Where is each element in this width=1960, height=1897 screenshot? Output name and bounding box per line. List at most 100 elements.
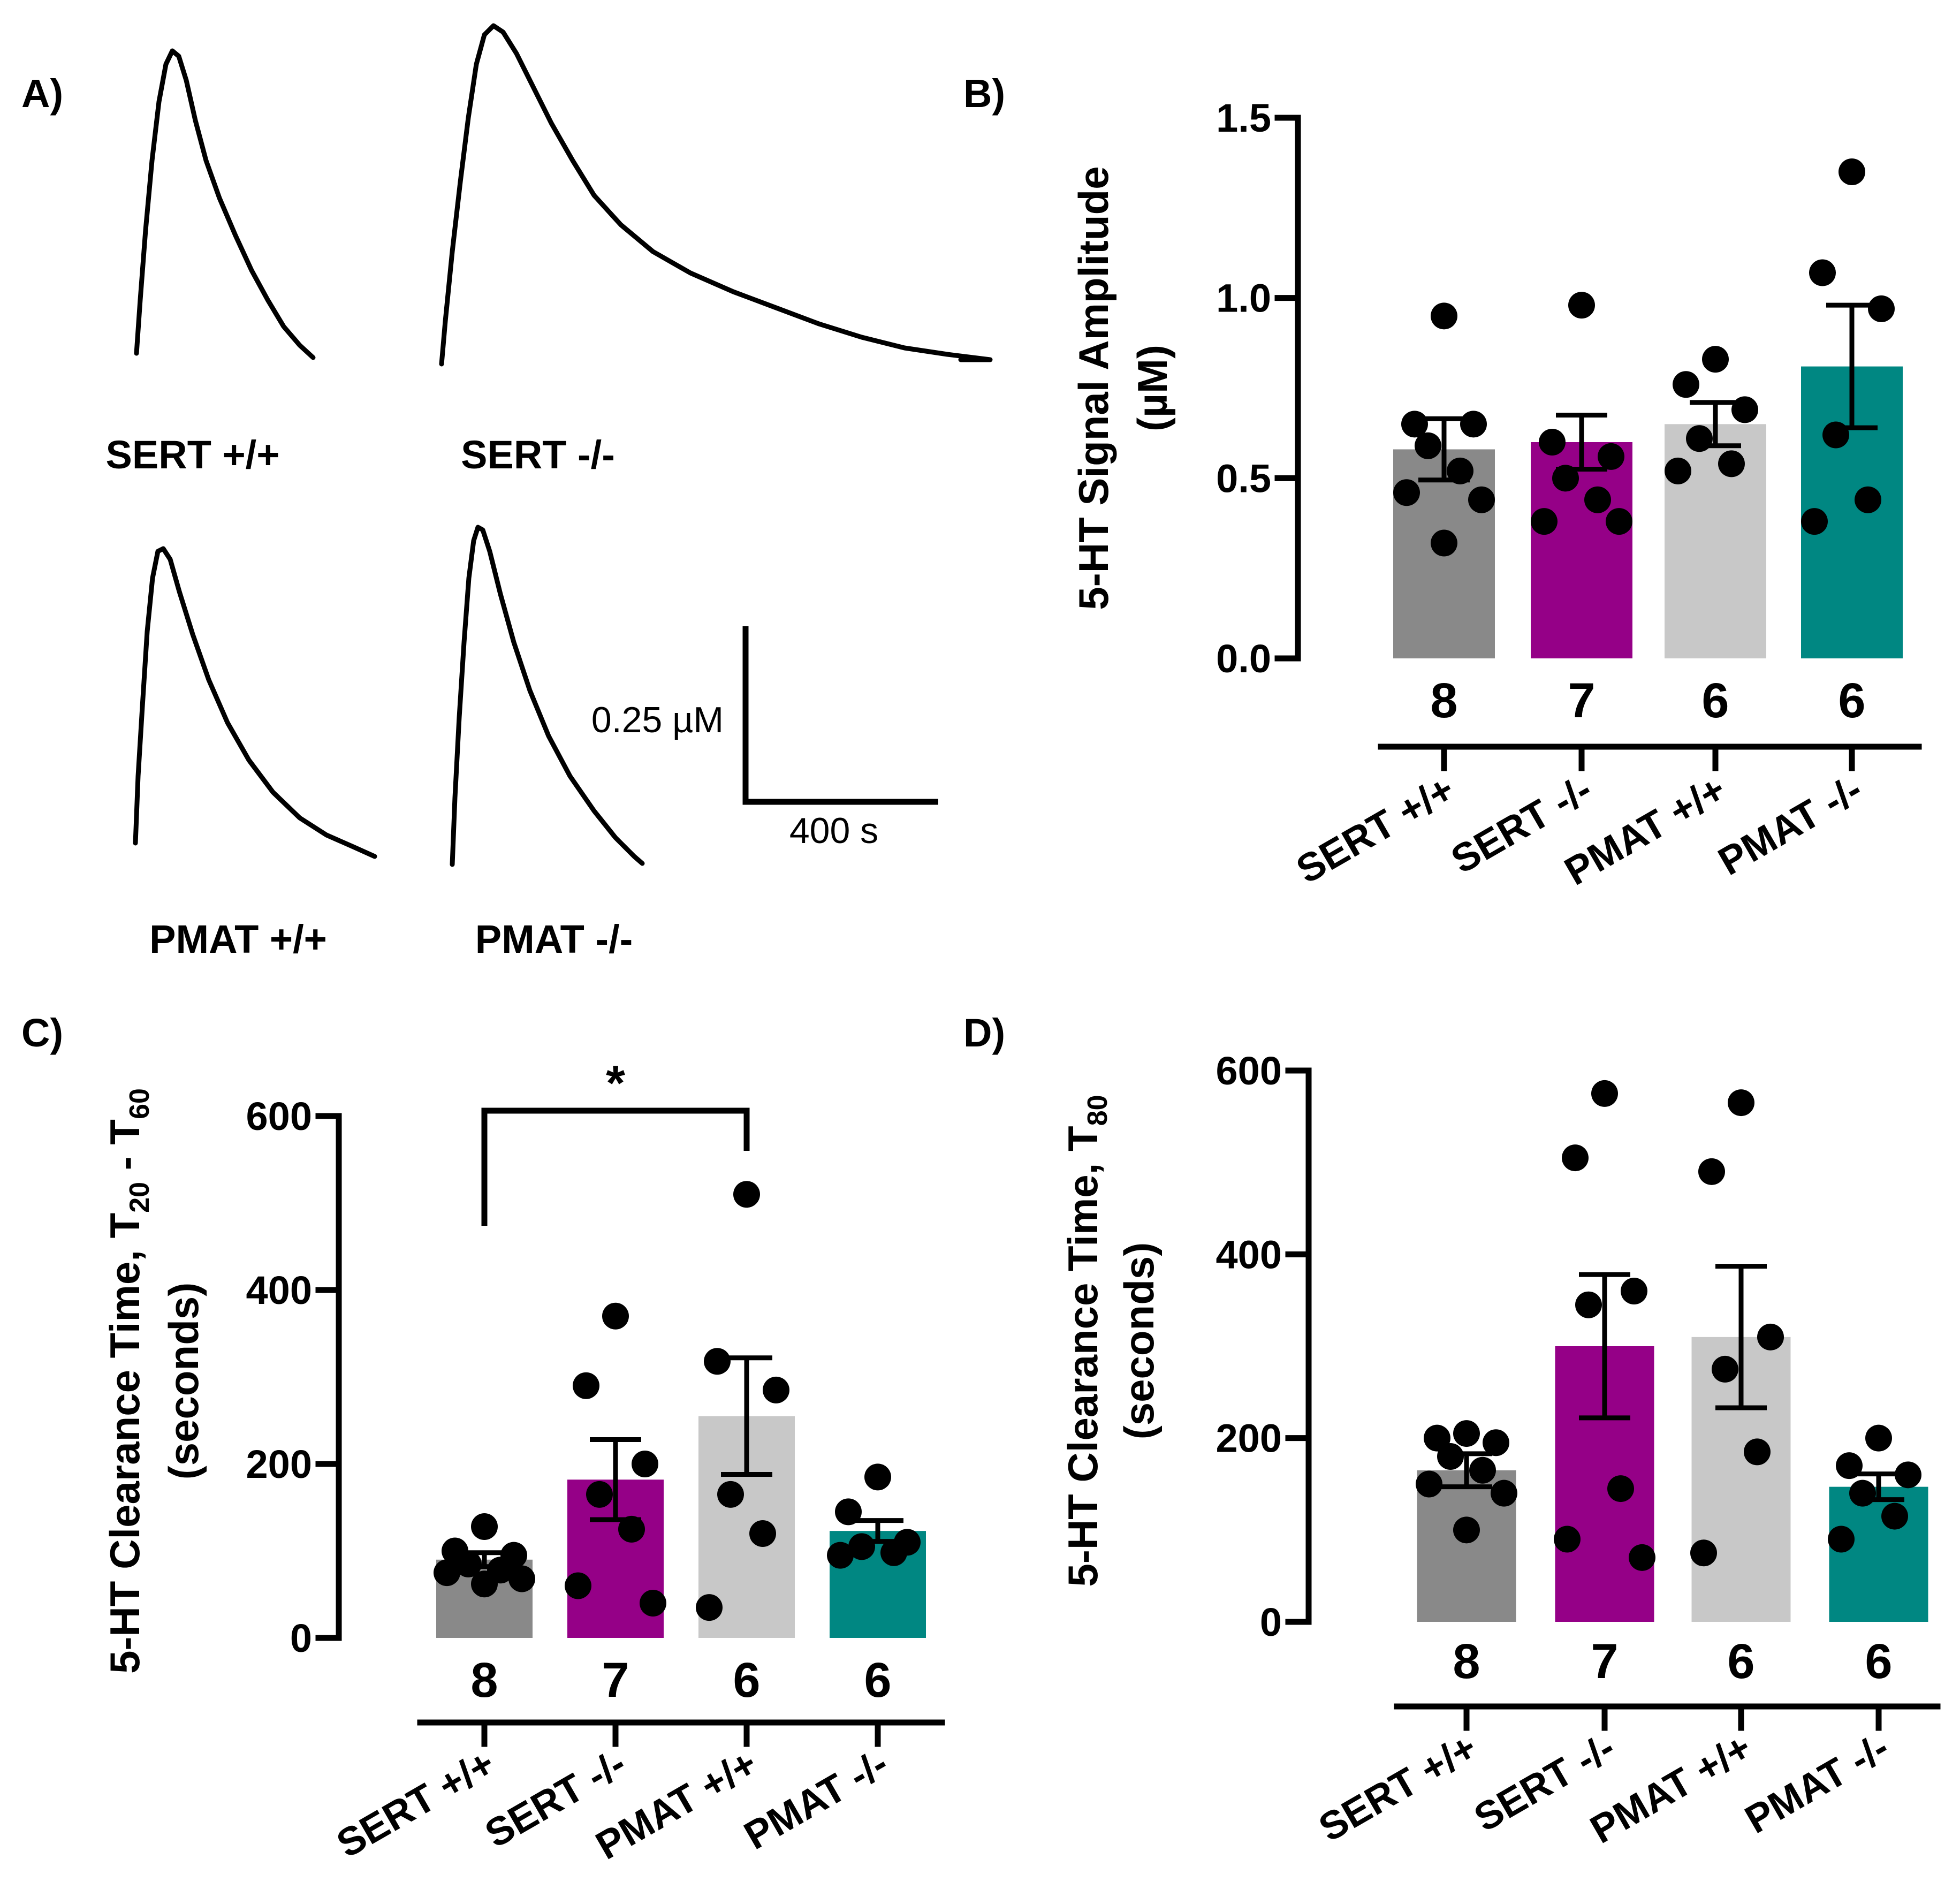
data-point-c-0: [508, 1565, 535, 1592]
data-point-c-2: [717, 1481, 744, 1508]
data-point-b-3: [1855, 486, 1881, 513]
bar-b-1: [1531, 442, 1632, 658]
n-label-d-2: 6: [1727, 1634, 1754, 1689]
n-label-d-1: 7: [1591, 1634, 1618, 1689]
data-point-d-2: [1712, 1355, 1738, 1383]
data-point-c-2: [749, 1520, 776, 1547]
data-point-d-2: [1698, 1158, 1725, 1185]
data-point-d-2: [1744, 1438, 1771, 1466]
panel-a: A) SERT +/+ SERT -/- PMAT +/+ PMAT -/- 0…: [21, 23, 993, 961]
y-axis-unit-b: (µM): [1129, 345, 1176, 431]
data-point-c-3: [880, 1539, 907, 1566]
y-tick-label-b: 0.5: [1216, 456, 1271, 500]
data-point-b-3: [1801, 508, 1828, 535]
panel-c-label: C): [21, 1011, 63, 1055]
data-point-b-1: [1552, 465, 1579, 492]
significance-bracket: [481, 1107, 750, 1226]
data-point-c-1: [602, 1302, 629, 1330]
data-point-c-0: [434, 1559, 460, 1587]
data-point-b-0: [1393, 479, 1420, 506]
y-axis-unit-c: (seconds): [160, 1283, 207, 1479]
data-point-c-1: [573, 1372, 599, 1399]
n-label-b-3: 6: [1838, 673, 1865, 728]
data-point-d-0: [1469, 1456, 1496, 1484]
data-point-b-1: [1598, 443, 1624, 470]
data-point-c-3: [848, 1533, 875, 1560]
data-point-b-0: [1468, 486, 1495, 513]
y-axis-title-d: 5-HT Clearance Time, T80: [1059, 1095, 1113, 1587]
data-point-b-0: [1401, 411, 1428, 438]
y-tick-label-c: 600: [246, 1094, 312, 1139]
data-point-d-3: [1895, 1461, 1921, 1489]
data-point-c-3: [827, 1542, 854, 1569]
data-point-b-0: [1415, 432, 1441, 459]
panel-d-label: D): [963, 1011, 1005, 1055]
y-tick-label-c: 200: [246, 1442, 312, 1486]
trace-sert-wt: [134, 48, 316, 360]
panel-a-label: A): [21, 71, 63, 116]
data-point-d-0: [1437, 1443, 1464, 1470]
data-point-d-0: [1424, 1424, 1450, 1452]
data-point-b-1: [1606, 508, 1632, 535]
n-label-c-0: 8: [470, 1653, 498, 1708]
data-point-d-1: [1575, 1291, 1602, 1318]
bar-d-3: [1829, 1486, 1928, 1622]
data-point-d-1: [1621, 1278, 1647, 1304]
data-point-d-3: [1836, 1452, 1863, 1479]
data-point-b-0: [1431, 302, 1457, 330]
data-point-c-2: [704, 1348, 731, 1375]
y-tick-label-b: 0.0: [1216, 636, 1271, 681]
data-point-c-2: [696, 1594, 723, 1621]
data-point-b-0: [1460, 411, 1487, 438]
data-point-d-1: [1591, 1080, 1618, 1107]
data-point-d-2: [1728, 1089, 1754, 1117]
trace-label-pmat-wt: PMAT +/+: [149, 917, 327, 961]
y-tick-label-d: 600: [1216, 1049, 1282, 1093]
data-point-b-3: [1868, 295, 1895, 322]
data-point-c-1: [565, 1572, 591, 1599]
data-point-b-1: [1568, 292, 1595, 319]
data-point-b-1: [1539, 429, 1566, 456]
y-tick-label-d: 200: [1216, 1416, 1282, 1461]
data-point-b-2: [1702, 346, 1729, 373]
data-point-b-2: [1686, 425, 1713, 452]
y-axis-title-c: 5-HT Clearance Time, T20 - T60: [101, 1088, 155, 1674]
y-tick-label-d: 0: [1260, 1600, 1282, 1644]
data-point-d-1: [1562, 1144, 1589, 1172]
data-point-c-0: [455, 1550, 482, 1577]
y-tick-label-b: 1.0: [1216, 276, 1271, 321]
data-point-b-0: [1447, 457, 1473, 484]
trace-label-sert-wt: SERT +/+: [106, 432, 280, 477]
data-point-d-0: [1483, 1429, 1509, 1456]
y-tick-label-c: 0: [290, 1616, 312, 1660]
y-axis-title-b: 5-HT Signal Amplitude: [1070, 166, 1117, 610]
n-label-b-0: 8: [1430, 673, 1457, 728]
y-tick-label-c: 400: [246, 1268, 312, 1312]
y-tick-label-d: 400: [1216, 1232, 1282, 1277]
data-point-b-2: [1718, 450, 1745, 477]
y-tick-label-b: 1.5: [1216, 96, 1271, 140]
data-point-c-1: [618, 1515, 645, 1543]
data-point-d-1: [1554, 1526, 1581, 1553]
data-point-d-0: [1416, 1470, 1442, 1498]
n-label-c-2: 6: [733, 1653, 760, 1708]
data-point-d-3: [1828, 1526, 1855, 1553]
data-point-c-3: [864, 1463, 891, 1491]
data-point-d-0: [1491, 1479, 1517, 1507]
scale-bar-y-label: 0.25 µM: [591, 700, 724, 740]
data-point-d-2: [1690, 1539, 1717, 1567]
trace-label-pmat-ko: PMAT -/-: [475, 917, 633, 961]
trace-pmat-ko: [450, 525, 645, 867]
data-point-d-1: [1629, 1544, 1655, 1571]
data-point-c-3: [835, 1498, 862, 1526]
data-point-d-3: [1881, 1503, 1908, 1530]
data-point-c-2: [763, 1376, 789, 1403]
data-point-c-0: [471, 1513, 498, 1540]
data-point-d-2: [1757, 1323, 1784, 1350]
data-point-c-1: [640, 1590, 666, 1617]
n-label-b-1: 7: [1568, 673, 1595, 728]
data-point-b-2: [1731, 396, 1758, 423]
data-point-c-0: [471, 1570, 498, 1598]
data-point-d-0: [1453, 1420, 1480, 1447]
